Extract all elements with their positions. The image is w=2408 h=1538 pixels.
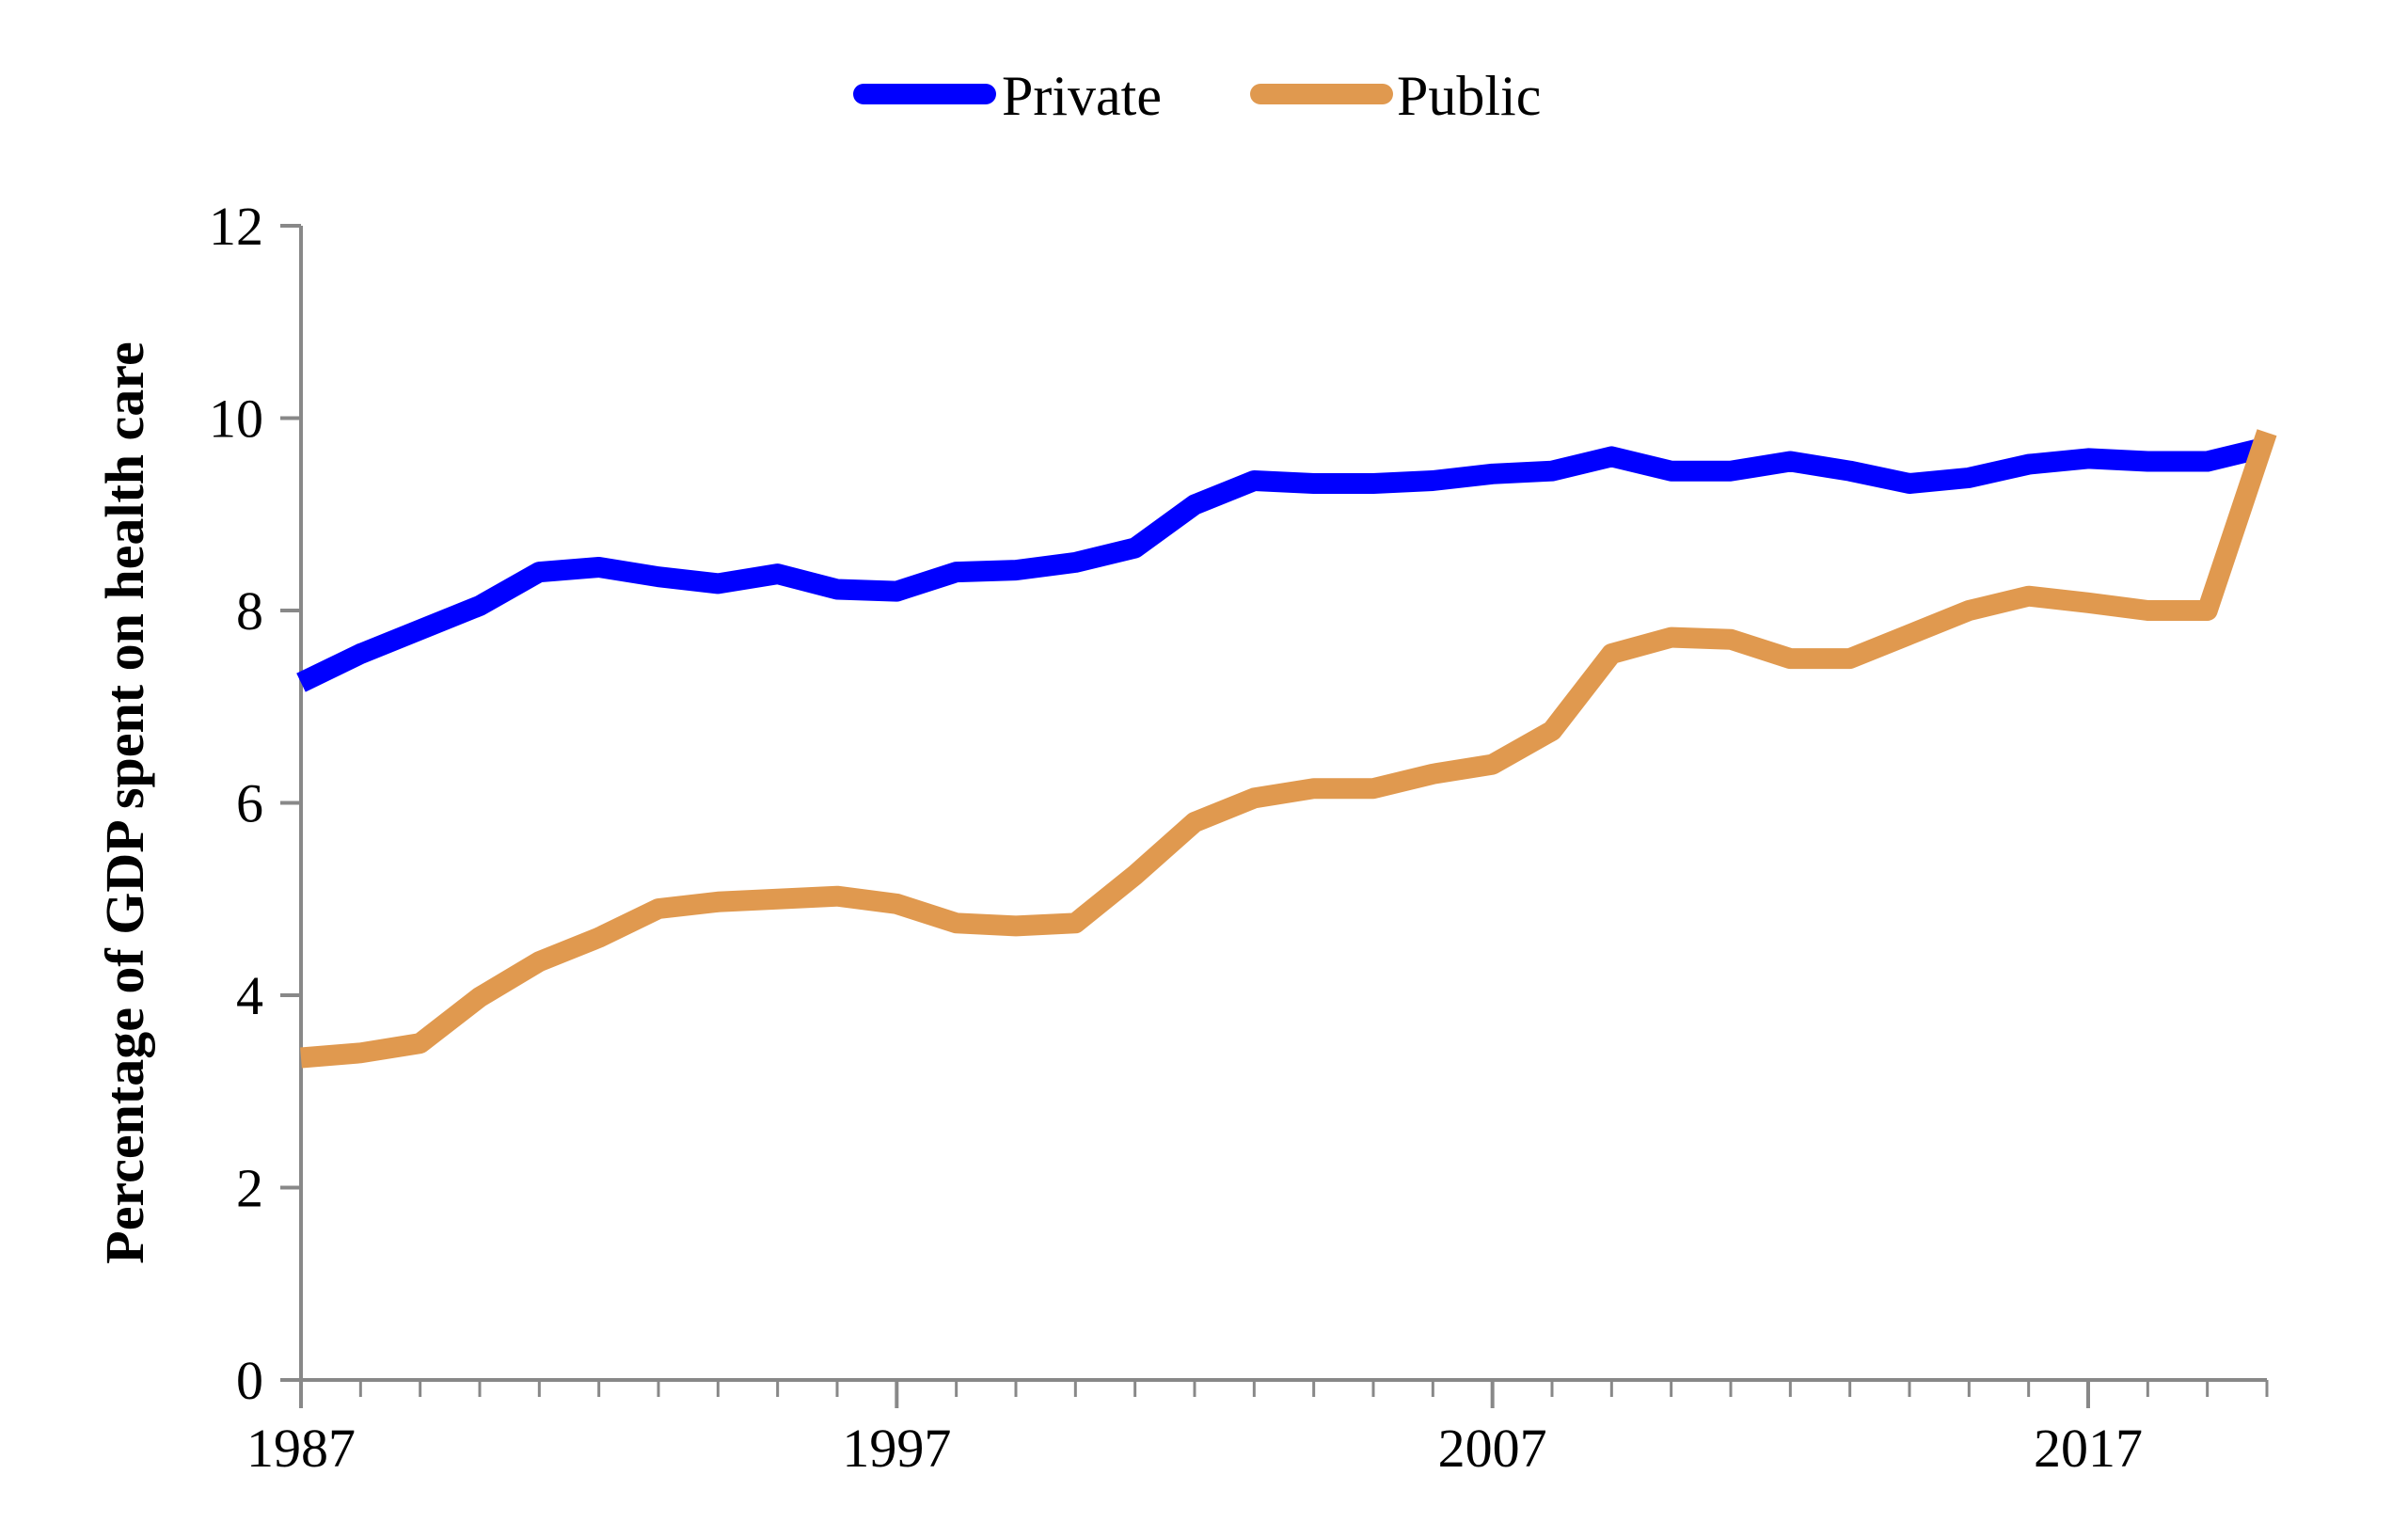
x-tick-label: 1987: [246, 1418, 356, 1479]
y-tick-label: 0: [236, 1350, 263, 1411]
y-tick-label: 2: [236, 1158, 263, 1219]
series-line-private: [296, 436, 2270, 692]
plot-area: [296, 429, 2277, 1069]
legend: Private Public: [853, 65, 1541, 127]
y-tick-label: 10: [209, 388, 263, 450]
y-tick-label: 12: [209, 196, 263, 257]
series-line-public: [300, 429, 2277, 1069]
y-axis-title: Percentage of GDP spent on health care: [94, 341, 155, 1263]
legend-label-public: Public: [1397, 65, 1541, 127]
legend-label-private: Private: [1002, 65, 1162, 127]
x-tick-label: 2007: [1438, 1418, 1547, 1479]
y-tick-label: 4: [236, 965, 263, 1026]
axes: 0 2 4 6 8 10 12 1987 1997 2007 2017: [209, 196, 2269, 1479]
x-tick-label: 1997: [842, 1418, 951, 1479]
x-tick-label: 2017: [2034, 1418, 2143, 1479]
y-tick-label: 6: [236, 773, 263, 834]
y-tick-label: 8: [236, 580, 263, 642]
